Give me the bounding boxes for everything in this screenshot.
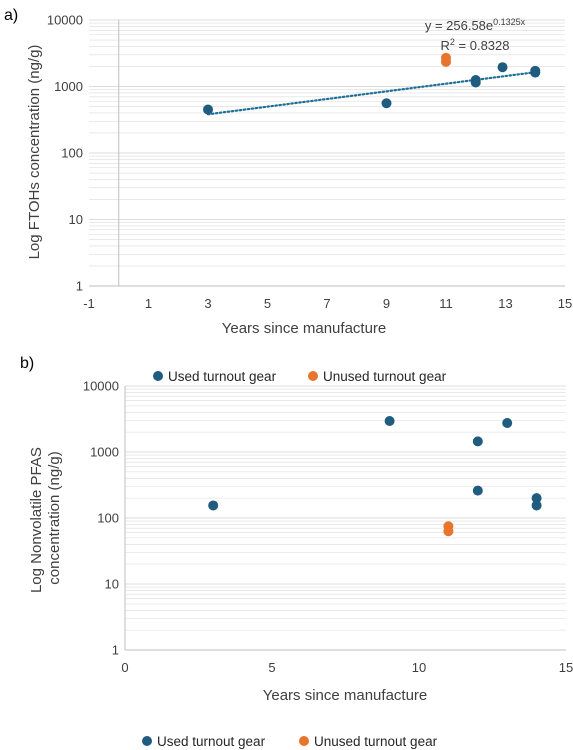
y-tick-label: 1 xyxy=(76,279,83,294)
data-point xyxy=(470,75,481,86)
x-tick-label: 7 xyxy=(323,296,330,311)
bottom-legend-unused-label: Unused turnout gear xyxy=(314,734,438,749)
x-tick-label: 1 xyxy=(145,296,152,311)
y-tick-label: 1000 xyxy=(90,445,119,460)
y-tick-label: 1 xyxy=(112,643,119,658)
panel-a-gridlines xyxy=(89,19,565,267)
panel-b-axes xyxy=(124,386,566,651)
panel-b-y-axis-title: Log Nonvolatile PFAS concentration (ng/g… xyxy=(28,443,63,593)
data-point xyxy=(531,493,542,504)
panel-a-axes xyxy=(89,20,565,287)
x-tick-label: 10 xyxy=(412,660,426,675)
x-tick-label: 3 xyxy=(204,296,211,311)
data-point xyxy=(208,500,219,511)
y-tick-label: 10 xyxy=(69,212,83,227)
panel-a-trendline xyxy=(206,71,537,116)
x-tick-label: 15 xyxy=(559,660,573,675)
trendline-path xyxy=(206,71,537,116)
x-tick-label: 13 xyxy=(498,296,512,311)
data-point xyxy=(203,104,213,115)
y-tick-label: 100 xyxy=(61,146,83,161)
panel-b-y-tick-labels: 1 10 100 1000 10000 xyxy=(83,379,119,658)
panel-b-x-axis-title: Years since manufacture xyxy=(263,687,428,704)
x-tick-label: -1 xyxy=(83,296,95,311)
bottom-legend-unused-marker xyxy=(299,736,309,746)
bottom-legend: Used turnout gear Unused turnout gear xyxy=(142,734,438,749)
panel-b-legend-unused-marker xyxy=(308,371,318,381)
panel-a-points xyxy=(203,52,541,115)
y-tick-label: 100 xyxy=(97,511,119,526)
data-point xyxy=(384,415,395,426)
bottom-legend-used-marker xyxy=(142,736,152,746)
x-tick-label: 9 xyxy=(383,296,390,311)
panel-b-label: b) xyxy=(20,355,34,372)
data-point xyxy=(472,436,483,447)
x-tick-label: 5 xyxy=(268,660,275,675)
x-tick-label: 0 xyxy=(121,660,128,675)
panel-a-x-tick-labels: -1 1 3 5 7 9 11 13 15 xyxy=(83,296,572,311)
trendline-r-squared: R2 = 0.8328 xyxy=(441,37,510,53)
data-point xyxy=(441,52,451,63)
panel-a-label: a) xyxy=(4,7,18,24)
panel-b: b) Used turnout gear Unused turnout gear… xyxy=(20,355,573,704)
x-tick-label: 15 xyxy=(558,296,572,311)
data-point xyxy=(472,485,483,496)
trendline-equation: y = 256.58e0.1325x xyxy=(425,17,526,33)
data-point xyxy=(531,500,542,511)
y-tick-label: 10000 xyxy=(83,379,119,394)
panel-a-y-axis-title: Log FTOHs concentration (ng/g) xyxy=(26,45,43,260)
y-tick-label: 1000 xyxy=(54,79,83,94)
panel-a-y-tick-labels: 1 10 100 1000 10000 xyxy=(47,13,83,294)
data-point xyxy=(381,98,392,109)
data-point xyxy=(530,65,541,76)
panel-b-legend-unused-label: Unused turnout gear xyxy=(323,369,447,384)
data-point xyxy=(497,62,508,73)
panel-b-legend: Used turnout gear Unused turnout gear xyxy=(153,369,447,384)
panel-b-x-tick-labels: 0 5 10 15 xyxy=(121,660,573,675)
x-tick-label: 11 xyxy=(439,296,453,311)
y-tick-label: 10000 xyxy=(47,13,83,28)
data-point xyxy=(502,418,513,429)
panel-b-legend-used-marker xyxy=(153,371,163,381)
panel-b-points xyxy=(208,415,542,537)
bottom-legend-used-label: Used turnout gear xyxy=(157,734,266,749)
data-point xyxy=(443,526,454,537)
panel-b-legend-used-label: Used turnout gear xyxy=(168,369,277,384)
panel-a-x-axis-title: Years since manufacture xyxy=(222,320,387,337)
y-tick-label: 10 xyxy=(105,577,119,592)
panel-b-gridlines xyxy=(125,385,566,631)
x-tick-label: 5 xyxy=(264,296,271,311)
